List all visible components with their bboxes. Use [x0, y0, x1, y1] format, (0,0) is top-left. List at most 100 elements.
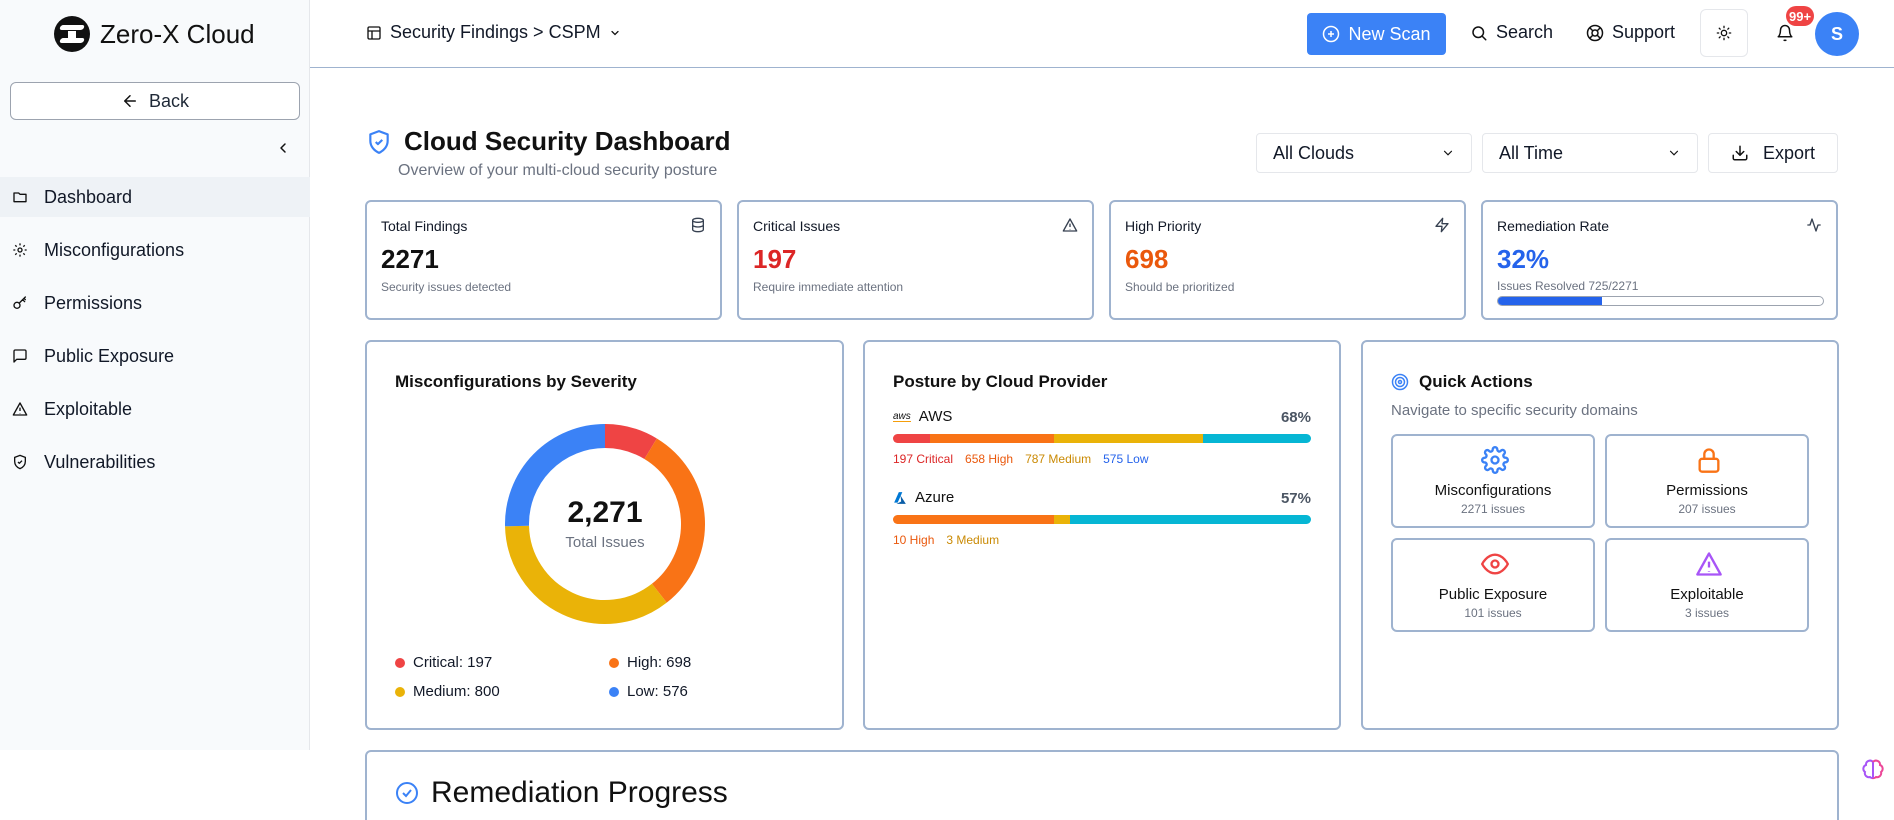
provider-name: AWS [918, 408, 953, 425]
stat-desc: Security issues detected [381, 280, 512, 294]
sidebar-item-label: Permissions [44, 292, 143, 313]
export-button[interactable]: Export [1708, 133, 1838, 173]
breadcrumb[interactable]: Security Findings > CSPM [366, 22, 621, 43]
stat-desc: Should be prioritized [1125, 280, 1235, 294]
quick-action-public-exposure[interactable]: Public Exposure 101 issues [1391, 538, 1595, 632]
legend-low: Low: 576 [609, 683, 688, 700]
sidebar-item-permissions[interactable]: Permissions [0, 283, 310, 323]
donut-slice-critical [604, 424, 657, 460]
quick-action-count: 207 issues [1678, 502, 1736, 516]
top-header: Security Findings > CSPM New Scan Search… [310, 0, 1894, 68]
chevron-left-icon [280, 143, 286, 153]
bell-icon [1777, 24, 1793, 42]
quick-action-label: Misconfigurations [1434, 482, 1552, 499]
time-filter-value: All Time [1499, 142, 1564, 163]
quick-action-count: 2271 issues [1460, 502, 1526, 516]
provider-percent: 57% [1280, 490, 1311, 507]
layout-icon [367, 25, 381, 40]
chevron-down-icon [1669, 150, 1679, 156]
provider-azure: Azure [893, 489, 954, 506]
remediation-progress-fill [1498, 297, 1602, 305]
stat-title: Total Findings [381, 218, 468, 234]
severity-count-label: 575 Low [1103, 452, 1149, 466]
severity-count-label: 3 Medium [946, 533, 1000, 547]
donut-slice-medium [505, 525, 667, 624]
bar-segment [1054, 434, 1203, 443]
legend-label: High: 698 [627, 654, 692, 671]
provider-name: Azure [915, 489, 955, 506]
page-subtitle: Overview of your multi-cloud security po… [398, 162, 718, 179]
collapse-sidebar-button[interactable] [274, 136, 292, 160]
stat-card-critical-issues: Critical Issues 197 Require immediate at… [737, 200, 1094, 320]
quick-actions-heading: Quick Actions [1391, 372, 1533, 392]
time-filter-select[interactable]: All Time [1482, 133, 1698, 173]
bar-segment [1069, 515, 1311, 524]
remediation-progress-bar [1497, 296, 1824, 306]
target-icon [1391, 373, 1409, 391]
key-icon [13, 296, 26, 309]
quick-action-exploitable[interactable]: Exploitable 3 issues [1605, 538, 1809, 632]
cloud-filter-select[interactable]: All Clouds [1256, 133, 1472, 173]
page-heading: Cloud Security Dashboard [366, 126, 731, 157]
check-circle-icon [396, 782, 418, 804]
life-buoy-icon [1586, 24, 1604, 41]
stat-value: 2271 [381, 244, 439, 274]
sidebar-item-vulnerabilities[interactable]: Vulnerabilities [0, 442, 310, 482]
quick-action-count: 101 issues [1464, 606, 1522, 620]
remediation-heading: Remediation Progress [395, 776, 728, 810]
legend-dot [395, 686, 405, 697]
gear-icon [13, 243, 27, 257]
legend-medium: Medium: 800 [395, 683, 500, 700]
legend-dot [609, 686, 619, 697]
new-scan-button[interactable]: New Scan [1307, 13, 1446, 55]
zap-icon [1435, 217, 1449, 233]
quick-actions-panel: Quick Actions Navigate to specific secur… [1361, 340, 1839, 730]
remediation-title: Remediation Progress [431, 776, 728, 809]
legend-dot [395, 657, 405, 668]
donut-total-label: Total Issues [565, 534, 645, 551]
support-button[interactable]: Support [1586, 22, 1675, 43]
severity-panel: Misconfigurations by Severity 2,271 Tota… [365, 340, 844, 730]
sidebar-item-public-exposure[interactable]: Public Exposure [0, 336, 310, 376]
quick-action-label: Exploitable [1670, 586, 1744, 603]
donut-center: 2,271 Total Issues [497, 416, 713, 632]
donut-total-value: 2,271 [567, 496, 643, 529]
donut-slice-high [644, 438, 705, 603]
bar-segment [1202, 434, 1311, 443]
ai-assistant-icon[interactable] [1861, 758, 1885, 782]
arrow-left-icon [123, 95, 136, 107]
stat-value: 197 [753, 244, 797, 274]
sidebar-item-misconfigurations[interactable]: Misconfigurations [0, 230, 310, 270]
stat-desc: Require immediate attention [753, 280, 904, 294]
user-avatar[interactable]: S [1815, 12, 1859, 56]
brand[interactable]: Zero-X Cloud [54, 16, 255, 52]
posture-panel: Posture by Cloud Provider aws AWS 68% 19… [863, 340, 1341, 730]
quick-actions-title: Quick Actions [1419, 372, 1533, 391]
shield-check-icon [369, 129, 389, 154]
legend-label: Critical: 197 [413, 654, 493, 671]
notifications-badge: 99+ [1786, 6, 1815, 26]
quick-action-misconfigurations[interactable]: Misconfigurations 2271 issues [1391, 434, 1595, 528]
notifications-button[interactable] [1772, 20, 1798, 46]
legend-critical: Critical: 197 [395, 654, 492, 671]
alert-triangle-icon [1696, 552, 1722, 576]
stat-card-high-priority: High Priority 698 Should be prioritized [1109, 200, 1466, 320]
search-button[interactable]: Search [1470, 22, 1553, 43]
sidebar: Zero-X Cloud Back Dashboard Misconfigura… [0, 0, 310, 750]
aws-logo-icon: aws [893, 410, 911, 422]
back-button[interactable]: Back [10, 82, 300, 120]
sidebar-item-exploitable[interactable]: Exploitable [0, 389, 310, 429]
bar-segment [893, 434, 931, 443]
bar-segment [930, 434, 1055, 443]
theme-toggle-button[interactable] [1700, 9, 1748, 57]
stat-value: 32% [1497, 244, 1550, 274]
download-icon [1732, 145, 1748, 161]
stat-value: 698 [1125, 244, 1169, 274]
provider-bar-azure [893, 515, 1311, 524]
quick-action-label: Public Exposure [1438, 586, 1548, 603]
lock-icon [1698, 448, 1720, 473]
quick-action-permissions[interactable]: Permissions 207 issues [1605, 434, 1809, 528]
search-icon [1472, 25, 1487, 40]
stat-card-total-findings: Total Findings 2271 Security issues dete… [365, 200, 722, 320]
sidebar-item-dashboard[interactable]: Dashboard [0, 177, 310, 217]
